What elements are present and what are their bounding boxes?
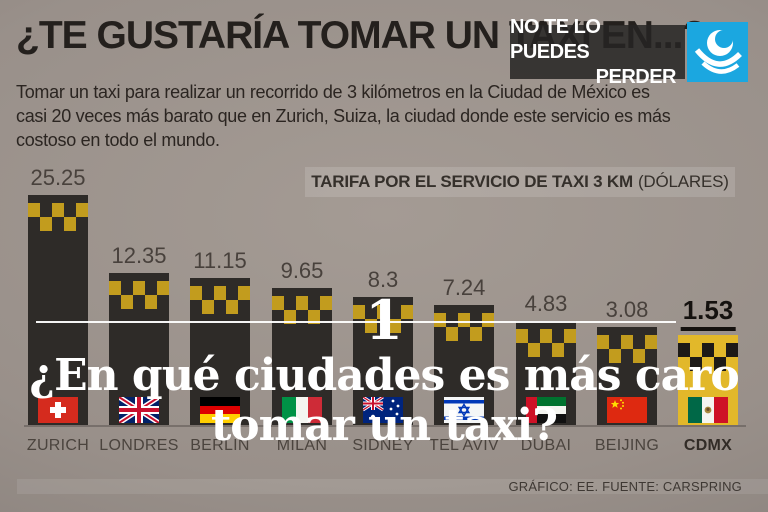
bar-value-label: 9.65: [280, 258, 324, 283]
uk-flag-icon: [119, 397, 159, 423]
mexico-flag-icon: [688, 397, 728, 423]
promo-badge-line2: PERDER: [595, 65, 677, 88]
bar-value-label: 12.35: [111, 243, 167, 268]
taxi-bar: [28, 195, 88, 425]
promo-badge-line1: NO TE LO PUEDES: [510, 15, 601, 63]
overlay-question-line2: tomar un taxi?: [210, 400, 558, 451]
intro-line: casi 20 veces más barato que en Zurich, …: [16, 106, 671, 126]
taxi-checker-pattern: [109, 281, 169, 309]
el-economista-logo-icon: [687, 22, 748, 82]
overlay-divider-line: [36, 321, 676, 323]
china-flag-icon: [607, 397, 647, 423]
taxi-bar: [434, 305, 494, 425]
taxi-bar: [678, 335, 738, 425]
taxi-checker-pattern: [678, 343, 738, 371]
bar-value-label: 1.53: [680, 295, 736, 331]
chart-title-bold: TARIFA POR EL SERVICIO DE TAXI 3 KM: [311, 172, 633, 191]
taxi-bar: [272, 288, 332, 425]
taxi-bar: [190, 278, 250, 425]
switzerland-flag-icon: [38, 397, 78, 423]
taxi-checker-pattern: [597, 335, 657, 363]
taxi-bar: [516, 321, 576, 425]
chart-title-units: (DÓLARES): [637, 172, 729, 191]
taxi-bar: [109, 273, 169, 425]
taxi-checker-pattern: [272, 296, 332, 324]
italy-flag-icon: [282, 397, 322, 423]
bar-city-label: BEIJING: [594, 437, 660, 454]
australia-flag-icon: [363, 397, 403, 423]
overlay-slide-number: 1: [365, 288, 403, 352]
taxi-checker-pattern: [190, 286, 250, 314]
intro-line: Tomar un taxi para realizar un recorrido…: [16, 82, 650, 102]
bar-value-label: 7.24: [442, 275, 486, 300]
taxi-bar: [597, 327, 657, 425]
x-axis-line: [24, 425, 746, 427]
bar-city-label: TEL AVIV: [429, 437, 499, 454]
bar-city-label: BERLIN: [190, 437, 250, 454]
bar-value-label: 3.08: [605, 297, 649, 322]
bar-city-label: MILÁN: [276, 437, 328, 454]
bar-value-label: 11.15: [193, 248, 247, 273]
taxi-checker-pattern: [28, 203, 88, 231]
footer-credit: GRÁFICO: EE. FUENTE: CARSPRING: [508, 479, 742, 494]
bar-city-label: ZURICH: [26, 437, 90, 454]
germany-flag-icon: [200, 397, 240, 423]
bar-value-label: 4.83: [524, 291, 568, 316]
bar-city-label: CDMX: [683, 437, 733, 454]
bar-value-label: 8.3: [367, 267, 399, 292]
taxi-checker-pattern: [434, 313, 494, 341]
uae-flag-icon: [526, 397, 566, 423]
intro-line: costoso en todo el mundo.: [16, 130, 220, 150]
overlay-question-line1: ¿En qué ciudades es más caro: [29, 350, 739, 401]
bar-value-label: 25.25: [30, 165, 86, 190]
intro-text: Tomar un taxi para realizar un recorrido…: [16, 80, 671, 152]
bar-city-label: SIDNEY: [352, 437, 414, 454]
footer-band: GRÁFICO: EE. FUENTE: CARSPRING: [17, 479, 768, 494]
taxi-bar: [353, 297, 413, 425]
bar-city-label: LONDRES: [99, 437, 179, 454]
chart-title-band: TARIFA POR EL SERVICIO DE TAXI 3 KM (DÓL…: [305, 167, 735, 197]
promo-badge: NO TE LO PUEDES PERDER: [510, 16, 685, 88]
bar-city-label: DUBAI: [520, 437, 572, 454]
taxi-checker-pattern: [516, 329, 576, 357]
israel-flag-icon: [444, 397, 484, 423]
